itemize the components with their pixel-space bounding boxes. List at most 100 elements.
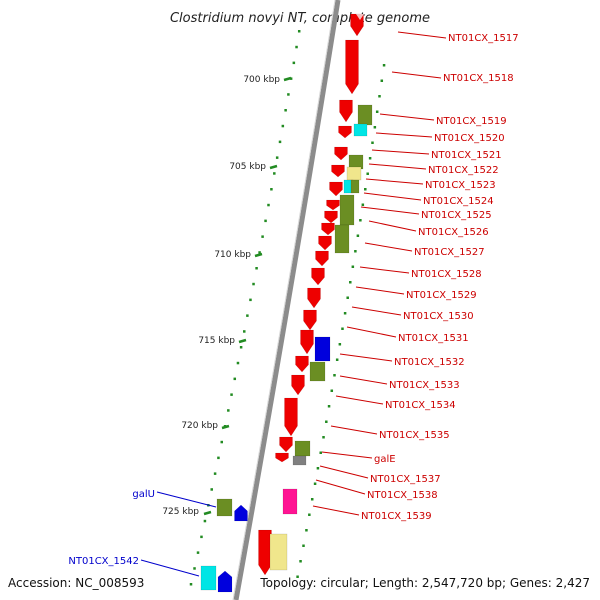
minor-tick <box>278 140 282 144</box>
minor-tick <box>341 327 344 330</box>
gene-box-olive <box>339 194 355 226</box>
gene-box-cyan <box>200 565 217 591</box>
gene-box-yellow <box>269 533 288 571</box>
gene-label[interactable]: NT01CX_1535 <box>379 430 450 441</box>
gene-label[interactable]: NT01CX_1526 <box>418 227 489 238</box>
minor-tick <box>193 567 196 570</box>
gene-label[interactable]: NT01CX_1525 <box>421 210 492 221</box>
minor-tick <box>261 235 264 238</box>
minor-tick <box>255 267 258 270</box>
gene-arrow-red <box>303 309 317 331</box>
gene-label[interactable]: galU <box>132 489 155 500</box>
minor-tick <box>313 482 317 485</box>
kbp-label: 700 kbp <box>243 75 280 85</box>
minor-tick <box>299 560 302 563</box>
gene-label[interactable]: NT01CX_1530 <box>403 311 474 322</box>
kbp-label: 705 kbp <box>229 162 266 172</box>
leader-line <box>375 132 433 138</box>
gene-label[interactable]: NT01CX_1524 <box>423 196 494 207</box>
genome-backbone <box>233 0 341 600</box>
gene-arrow-red <box>300 329 314 355</box>
leader-line <box>397 31 447 39</box>
gene-label[interactable]: NT01CX_1517 <box>448 33 519 44</box>
leader-line <box>140 559 200 577</box>
gene-arrow-blue <box>217 570 233 593</box>
minor-tick <box>346 296 349 299</box>
gene-label[interactable]: NT01CX_1520 <box>434 133 505 144</box>
gene-box-olive <box>309 361 326 382</box>
minor-tick <box>380 79 384 82</box>
major-tick <box>283 76 292 82</box>
minor-tick <box>217 456 220 460</box>
leader-line <box>156 491 217 508</box>
gene-arrow-red <box>338 125 352 139</box>
gene-box-magenta <box>282 488 298 515</box>
leader-line <box>355 286 405 295</box>
leader-line <box>368 163 427 170</box>
minor-tick <box>292 61 296 65</box>
gene-label[interactable]: NT01CX_1519 <box>436 116 507 127</box>
minor-tick <box>327 405 331 408</box>
gene-label[interactable]: NT01CX_1521 <box>431 150 502 161</box>
major-tick <box>254 252 263 258</box>
minor-tick <box>330 389 334 392</box>
minor-tick <box>264 219 267 223</box>
minor-tick <box>354 250 357 253</box>
gene-label[interactable]: NT01CX_1532 <box>394 357 465 368</box>
minor-tick <box>305 529 308 532</box>
minor-tick <box>223 425 227 428</box>
gene-arrow-red <box>331 164 345 178</box>
minor-tick <box>364 188 367 191</box>
gene-box-olive <box>334 224 350 254</box>
gene-label[interactable]: NT01CX_1527 <box>414 247 485 258</box>
minor-tick <box>200 535 203 539</box>
minor-tick <box>210 488 213 491</box>
minor-tick <box>325 420 328 423</box>
minor-tick <box>322 436 325 439</box>
minor-tick <box>296 575 299 578</box>
gene-label[interactable]: NT01CX_1518 <box>443 73 514 84</box>
minor-tick <box>310 498 314 501</box>
gene-label[interactable]: NT01CX_1538 <box>367 490 438 501</box>
minor-tick <box>343 312 347 315</box>
minor-tick <box>378 95 381 98</box>
minor-tick <box>351 265 355 268</box>
gene-label[interactable]: NT01CX_1531 <box>398 333 469 344</box>
leader-line <box>319 465 369 479</box>
minor-tick <box>308 513 311 516</box>
gene-label[interactable]: NT01CX_1537 <box>370 474 441 485</box>
leader-line <box>360 206 420 215</box>
gene-label[interactable]: NT01CX_1534 <box>385 400 456 411</box>
gene-label[interactable]: NT01CX_1539 <box>361 511 432 522</box>
gene-box-blue <box>314 336 331 362</box>
gene-label[interactable]: NT01CX_1523 <box>425 180 496 191</box>
kbp-label: 715 kbp <box>198 336 235 346</box>
leader-line <box>379 113 435 121</box>
gene-label[interactable]: NT01CX_1529 <box>406 290 477 301</box>
gene-label[interactable]: galE <box>374 454 396 465</box>
minor-tick <box>284 109 287 112</box>
gene-label[interactable]: NT01CX_1522 <box>428 165 499 176</box>
minor-tick <box>227 409 230 412</box>
leader-line <box>368 220 417 232</box>
minor-tick <box>239 346 243 349</box>
gene-label[interactable]: NT01CX_1542 <box>68 556 139 567</box>
kbp-label: 710 kbp <box>214 250 251 260</box>
accession-text: Accession: NC_008593 <box>8 576 144 590</box>
gene-label[interactable]: NT01CX_1533 <box>389 380 460 391</box>
gene-arrow-red <box>307 287 321 309</box>
minor-tick <box>359 219 362 222</box>
minor-tick <box>295 45 298 49</box>
gene-arrow-red <box>345 39 359 95</box>
gene-arrow-red <box>295 355 309 373</box>
leader-line <box>363 192 422 201</box>
gene-box-gray <box>292 455 307 466</box>
minor-tick <box>270 188 273 191</box>
minor-tick <box>373 126 377 129</box>
gene-arrow-red <box>284 397 298 437</box>
leader-line <box>351 306 402 316</box>
gene-label[interactable]: NT01CX_1528 <box>411 269 482 280</box>
gene-arrow-red <box>334 146 348 161</box>
minor-tick <box>366 172 369 175</box>
